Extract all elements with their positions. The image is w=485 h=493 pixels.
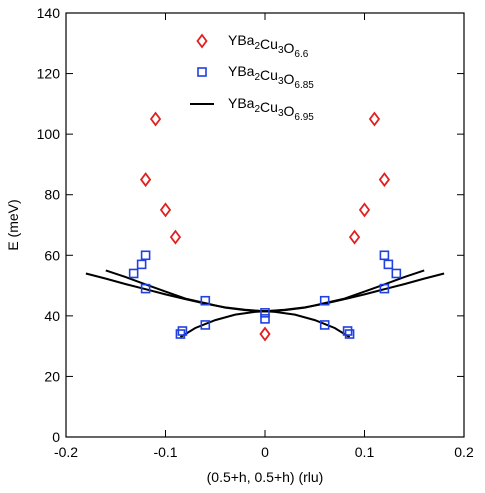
square-point [128,268,139,279]
x-tick-label: -0.1 [153,444,177,460]
diamond-point [358,202,371,218]
square-point [383,259,394,270]
diamond-point [139,172,152,188]
x-tick-label: 0 [261,444,269,460]
square-point [260,314,270,324]
square-point [379,283,390,294]
square-point [140,250,151,261]
legend-entry: YBa2Cu3O6.95 [228,95,314,123]
y-tick-label: 40 [44,308,60,324]
ticks: -0.2 -0.1 0 0.1 0.2 0 20 40 60 80 100 120 140 [37,5,474,460]
square-point [379,250,390,261]
diamond-point [149,111,162,127]
data-points [128,111,402,342]
square-point [260,308,270,318]
diamond-point [378,172,391,188]
square-point [319,295,330,306]
x-tick-label: 0.1 [355,444,375,460]
square-point [200,320,211,330]
square-point [200,295,211,306]
diamond-point [159,202,172,218]
diamond-point [259,326,271,342]
y-tick-label: 80 [44,187,60,203]
square-point [319,320,330,330]
legend-entry: YBa2Cu3O6.85 [228,63,314,91]
square-point [175,329,186,339]
square-point [342,326,353,336]
y-tick-label: 140 [37,5,61,21]
legend-square-swatch [197,67,207,77]
axis-labels: (0.5+h, 0.5+h) (rlu) E (meV) [5,199,323,485]
square-point [136,259,147,270]
square-point [344,329,355,339]
square-point [177,326,188,336]
legend: YBa2Cu3O6.6 YBa2Cu3O6.85 YBa2Cu3O6.95 [190,32,314,123]
diamond-point [348,229,361,245]
x-tick-label: 0.2 [454,444,474,460]
legend-entry: YBa2Cu3O6.6 [228,32,309,60]
diamond-point [169,229,182,245]
y-tick-label: 120 [37,66,61,82]
fit-curve [85,272,445,313]
y-tick-label: 100 [37,126,61,142]
square-point [140,283,151,294]
y-tick-label: 0 [52,429,60,445]
square-point [391,268,402,279]
y-tick-label: 20 [44,368,60,384]
x-tick-label: -0.2 [54,444,78,460]
x-axis-label: (0.5+h, 0.5+h) (rlu) [207,469,324,485]
legend-diamond-swatch [196,33,208,49]
diamond-point [368,111,381,127]
y-tick-label: 60 [44,247,60,263]
y-axis-label: E (meV) [5,199,21,250]
